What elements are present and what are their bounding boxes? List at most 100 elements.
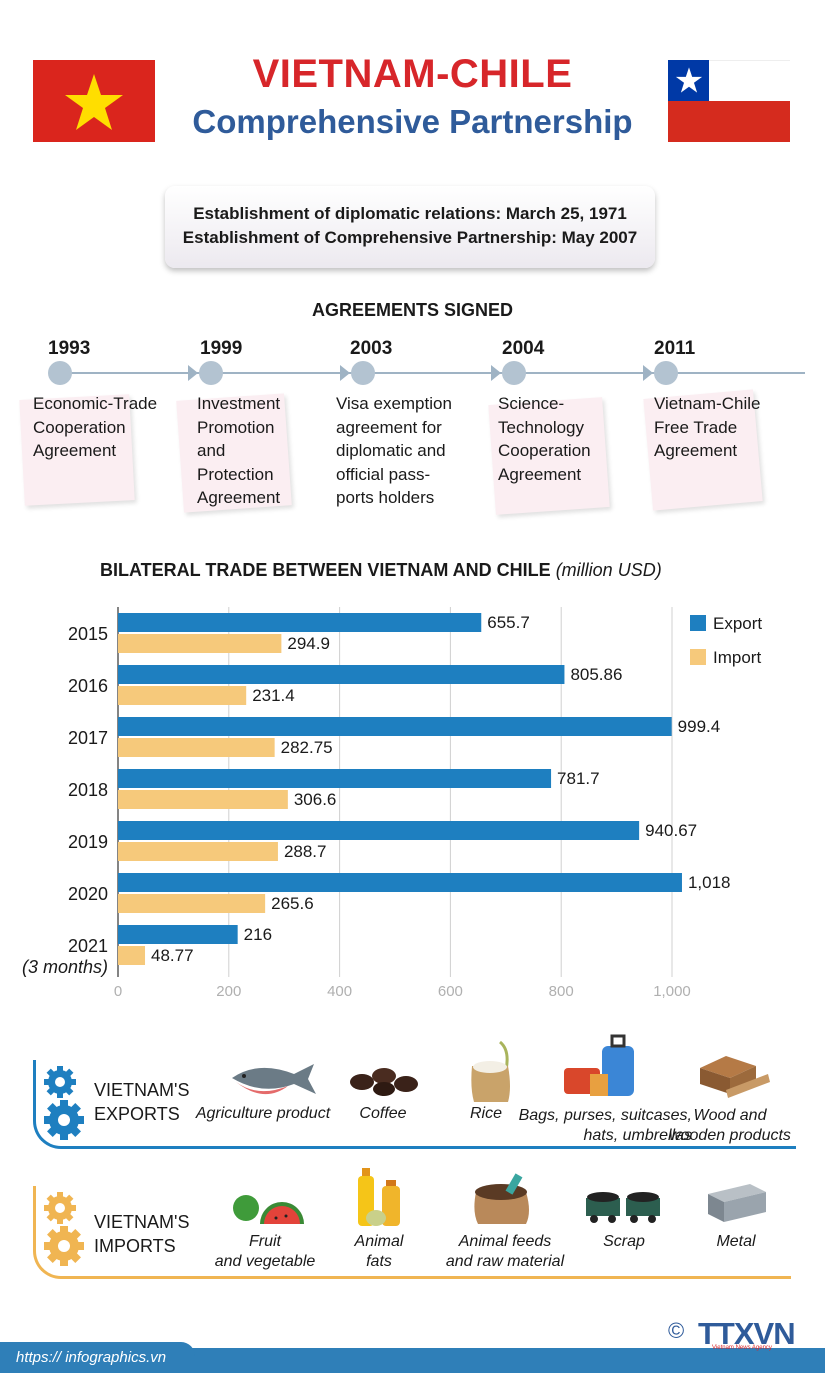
bags-suitcase-icon — [564, 1034, 634, 1096]
coffee-beans-icon — [350, 1068, 418, 1096]
import-label: Metal — [716, 1233, 756, 1250]
diplomatic-relations-date: Establishment of diplomatic relations: M… — [193, 204, 627, 223]
ttxvn-logo: TTXVN — [698, 1316, 796, 1351]
agreement-year: 1999 — [200, 338, 243, 359]
x-tick-label: 200 — [216, 983, 241, 1000]
legend-label: Import — [713, 648, 761, 667]
category-label: 2017 — [68, 728, 108, 748]
bar-value-label: 216 — [244, 925, 272, 944]
bar-import — [118, 894, 266, 913]
bar-value-label: 805.86 — [570, 665, 622, 684]
timeline-dot — [654, 361, 678, 385]
bar-value-label: 265.6 — [271, 894, 314, 913]
feed-sack-icon — [474, 1173, 529, 1224]
wood-planks-icon — [700, 1056, 770, 1098]
x-tick-label: 0 — [114, 983, 122, 1000]
export-label: Rice — [469, 1105, 502, 1122]
bar-value-label: 294.9 — [287, 634, 330, 653]
category-label: 2021 — [68, 936, 108, 956]
category-label: 2019 — [68, 832, 108, 852]
legend-label: Export — [713, 614, 762, 633]
bar-export — [118, 665, 565, 684]
category-note: (3 months) — [22, 957, 108, 977]
timeline-dot — [351, 361, 375, 385]
bar-value-label: 306.6 — [294, 790, 337, 809]
agreement-description: Investment Promotion and Protection Agre… — [197, 394, 281, 507]
chile-flag — [668, 60, 790, 142]
bar-import — [118, 946, 146, 965]
bar-export — [118, 717, 672, 736]
timeline-arrow — [340, 365, 350, 381]
category-label: 2016 — [68, 676, 108, 696]
timeline-line — [55, 372, 805, 374]
bar-import — [118, 842, 278, 861]
bar-value-label: 231.4 — [252, 686, 295, 705]
bar-import — [118, 738, 275, 757]
agreement-description: Science- Technology Cooperation Agreemen… — [498, 394, 591, 484]
timeline-arrow — [643, 365, 653, 381]
bar-export — [118, 873, 682, 892]
bar-export — [118, 769, 552, 788]
footer-tab — [0, 1342, 195, 1373]
fruit-vegetable-icon — [233, 1195, 304, 1224]
agreement-description: Economic-Trade Cooperation Agreement — [33, 394, 158, 460]
page-title: VIETNAM-CHILE — [252, 52, 573, 96]
import-label: Animal fats — [354, 1233, 404, 1270]
bar-value-label: 781.7 — [557, 769, 600, 788]
bar-export — [118, 613, 482, 632]
scrap-carts-icon — [586, 1192, 660, 1223]
bar-export — [118, 821, 640, 840]
legend-swatch — [690, 649, 706, 665]
agreements-title: AGREEMENTS SIGNED — [311, 300, 514, 320]
star-icon — [675, 67, 703, 93]
imports-panel — [33, 1186, 791, 1279]
trade-bar-chart: 655.7 294.9 2015 805.86 231.4 2016 999.4 282.75… — [22, 607, 762, 1000]
bar-value-label: 999.4 — [678, 717, 721, 736]
x-tick-label: 600 — [438, 983, 463, 1000]
relations-info-box: Establishment of diplomatic relations: M… — [165, 186, 655, 268]
timeline-dot — [199, 361, 223, 385]
bar-import — [118, 790, 288, 809]
star-icon — [65, 74, 123, 130]
exports-label: VIETNAM'S EXPORTS — [94, 1080, 190, 1124]
gear-icon — [44, 1192, 84, 1266]
timeline-arrow — [188, 365, 198, 381]
category-label: 2018 — [68, 780, 108, 800]
export-label: Coffee — [359, 1105, 407, 1122]
export-label: Wood and wooden products — [669, 1107, 791, 1144]
x-tick-label: 800 — [549, 983, 574, 1000]
bar-value-label: 940.67 — [645, 821, 697, 840]
footer-url-link[interactable]: https:// infographics.vn — [16, 1349, 167, 1366]
timeline-dot — [502, 361, 526, 385]
agreement-year: 2004 — [502, 338, 545, 359]
category-label: 2020 — [68, 884, 108, 904]
copyright-symbol: © — [668, 1318, 685, 1343]
chart-title: BILATERAL TRADE BETWEEN VIETNAM AND CHIL… — [100, 560, 662, 580]
imports-label: VIETNAM'S IMPORTS — [94, 1212, 190, 1256]
bar-import — [118, 634, 282, 653]
bar-value-label: 288.7 — [284, 842, 327, 861]
x-tick-label: 400 — [327, 983, 352, 1000]
agreement-description: Vietnam-Chile Free Trade Agreement — [654, 394, 761, 460]
fish-icon — [232, 1064, 316, 1095]
export-label: Bags, purses, suitcases, hats, umbrellas — [518, 1107, 692, 1144]
agreement-year: 2003 — [350, 338, 393, 359]
vietnam-flag — [33, 60, 155, 142]
timeline-arrow — [491, 365, 501, 381]
bar-value-label: 282.75 — [281, 738, 333, 757]
import-label: Scrap — [603, 1233, 645, 1250]
agreement-description: Visa exemption agreement for diplomatic … — [336, 394, 452, 507]
bar-value-label: 48.77 — [151, 946, 194, 965]
exports-panel — [33, 1060, 796, 1149]
legend-swatch — [690, 615, 706, 631]
agreement-year: 1993 — [48, 338, 91, 359]
bar-value-label: 1,018 — [688, 873, 731, 892]
logo-subtitle: Vietnam News Agency — [712, 1345, 772, 1351]
bar-export — [118, 925, 238, 944]
partnership-date: Establishment of Comprehensive Partnersh… — [182, 228, 638, 247]
import-label: Fruit and vegetable — [214, 1233, 316, 1270]
import-label: Animal feeds and raw material — [445, 1233, 565, 1270]
bar-import — [118, 686, 247, 705]
bar-value-label: 655.7 — [487, 613, 530, 632]
gear-icon — [44, 1066, 84, 1140]
